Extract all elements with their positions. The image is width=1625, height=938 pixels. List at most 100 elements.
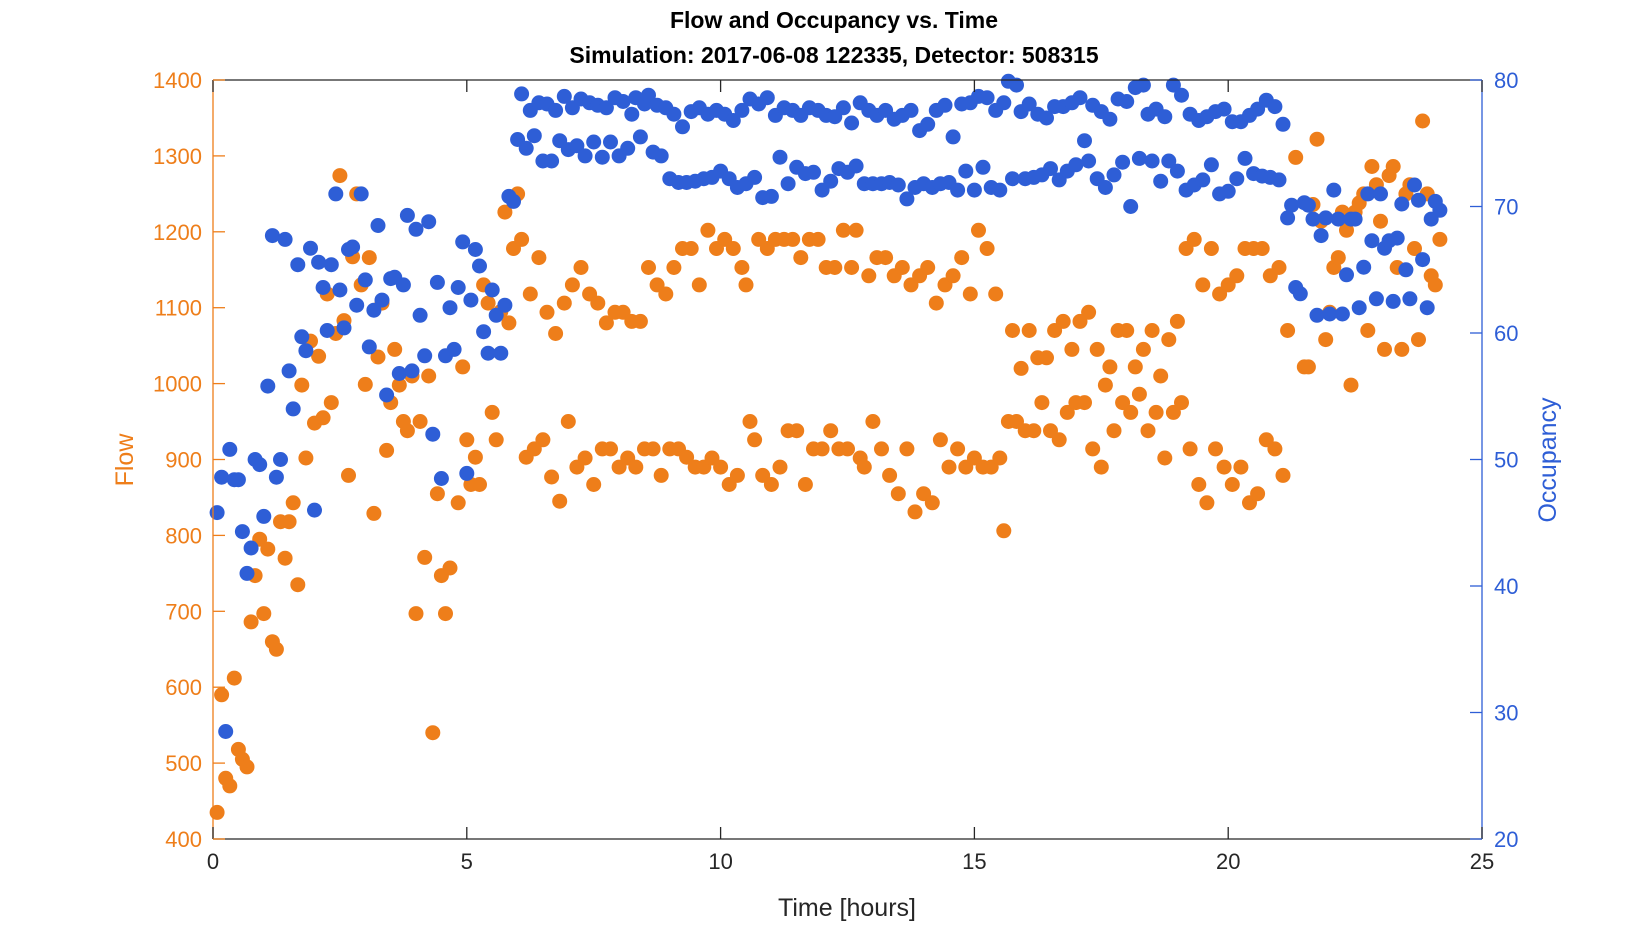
flow-point bbox=[1330, 250, 1346, 266]
flow-point bbox=[1034, 395, 1050, 411]
occupancy-point bbox=[979, 90, 995, 106]
flow-point bbox=[522, 286, 538, 302]
flow-point bbox=[598, 315, 614, 331]
flow-point bbox=[548, 326, 564, 341]
flow-point bbox=[590, 295, 606, 311]
y-left-tick-label: 600 bbox=[165, 675, 202, 700]
flow-point bbox=[417, 549, 433, 565]
occupancy-point bbox=[467, 242, 483, 257]
flow-point bbox=[1254, 241, 1270, 256]
occupancy-point bbox=[1347, 211, 1363, 227]
flow-point bbox=[1140, 423, 1156, 439]
occupancy-point bbox=[1169, 163, 1185, 179]
occupancy-point bbox=[1284, 197, 1300, 213]
occupancy-point bbox=[1305, 211, 1321, 227]
flow-point bbox=[810, 231, 826, 247]
flow-point bbox=[370, 349, 386, 365]
occupancy-point bbox=[1407, 177, 1422, 193]
occupancy-point bbox=[1135, 77, 1151, 93]
flow-point bbox=[928, 295, 944, 311]
occupancy-point bbox=[1326, 182, 1342, 198]
flow-point bbox=[298, 450, 314, 466]
occupancy-point bbox=[1364, 233, 1380, 249]
flow-point bbox=[531, 250, 547, 266]
occupancy-point bbox=[273, 452, 288, 467]
occupancy-point bbox=[268, 469, 284, 485]
occupancy-point bbox=[1334, 306, 1350, 322]
flow-point bbox=[1377, 341, 1392, 357]
occupancy-point bbox=[844, 115, 860, 131]
flow-point bbox=[992, 450, 1008, 466]
flow-point bbox=[789, 423, 805, 439]
flow-point bbox=[1216, 459, 1232, 475]
flow-point bbox=[628, 459, 644, 475]
flow-point bbox=[214, 687, 230, 703]
flow-point bbox=[1407, 241, 1422, 256]
flow-point bbox=[455, 359, 471, 375]
occupancy-point bbox=[328, 186, 344, 202]
flow-point bbox=[535, 432, 551, 448]
flow-point bbox=[1182, 441, 1198, 457]
occupancy-point bbox=[641, 87, 656, 103]
data-points bbox=[209, 73, 1448, 820]
occupancy-point bbox=[399, 207, 415, 223]
occupancy-point bbox=[725, 113, 741, 128]
y-right-tick-label: 30 bbox=[1494, 701, 1518, 726]
flow-point bbox=[544, 469, 560, 485]
flow-point bbox=[1169, 313, 1185, 329]
occupancy-point bbox=[1419, 300, 1435, 316]
plot-axes bbox=[212, 79, 1483, 840]
occupancy-point bbox=[256, 508, 272, 524]
flow-point bbox=[488, 432, 504, 448]
flow-point bbox=[1148, 404, 1164, 420]
occupancy-point bbox=[958, 163, 974, 179]
flow-point bbox=[1144, 323, 1160, 338]
flow-point bbox=[1021, 323, 1037, 338]
occupancy-point bbox=[332, 282, 348, 298]
flow-point bbox=[1089, 341, 1105, 357]
flow-point bbox=[848, 222, 864, 238]
occupancy-point bbox=[848, 158, 864, 174]
occupancy-point bbox=[544, 153, 560, 169]
occupancy-point bbox=[624, 106, 640, 122]
occupancy-point bbox=[1339, 267, 1354, 283]
occupancy-point bbox=[1203, 157, 1219, 173]
chart-title: Flow and Occupancy vs. Time bbox=[670, 7, 998, 33]
y-left-tick-label: 1400 bbox=[153, 68, 202, 93]
occupancy-point bbox=[285, 401, 301, 417]
flow-point bbox=[361, 250, 377, 266]
occupancy-point bbox=[1229, 171, 1245, 187]
occupancy-point bbox=[1309, 307, 1325, 323]
occupancy-point bbox=[632, 129, 648, 145]
occupancy-point bbox=[315, 280, 331, 295]
flow-point bbox=[1208, 441, 1223, 457]
occupancy-point bbox=[890, 177, 906, 193]
occupancy-point bbox=[404, 363, 420, 379]
occupancy-point bbox=[556, 88, 572, 104]
flow-point bbox=[1085, 441, 1101, 457]
occupancy-point bbox=[450, 280, 466, 295]
flow-point bbox=[1013, 360, 1029, 376]
occupancy-point bbox=[996, 95, 1012, 111]
flow-point bbox=[1055, 313, 1071, 329]
flow-point bbox=[827, 260, 843, 275]
occupancy-point bbox=[1330, 211, 1346, 227]
occupancy-point bbox=[497, 297, 513, 313]
flow-point bbox=[785, 231, 801, 247]
occupancy-point bbox=[1157, 109, 1173, 125]
occupancy-point bbox=[311, 254, 327, 270]
occupancy-point bbox=[361, 339, 377, 355]
y-axis-label-right: Occupancy bbox=[1534, 397, 1562, 523]
occupancy-point bbox=[1402, 291, 1418, 307]
occupancy-point bbox=[653, 148, 669, 164]
occupancy-point bbox=[577, 148, 593, 164]
flow-point bbox=[1224, 477, 1240, 492]
occupancy-point bbox=[1115, 154, 1131, 170]
x-tick-label: 10 bbox=[708, 849, 732, 874]
flow-point bbox=[882, 467, 898, 483]
occupancy-point bbox=[1043, 161, 1058, 177]
flow-point bbox=[772, 459, 788, 475]
flow-point bbox=[747, 432, 763, 448]
flow-point bbox=[408, 606, 424, 622]
flow-point bbox=[907, 504, 923, 520]
